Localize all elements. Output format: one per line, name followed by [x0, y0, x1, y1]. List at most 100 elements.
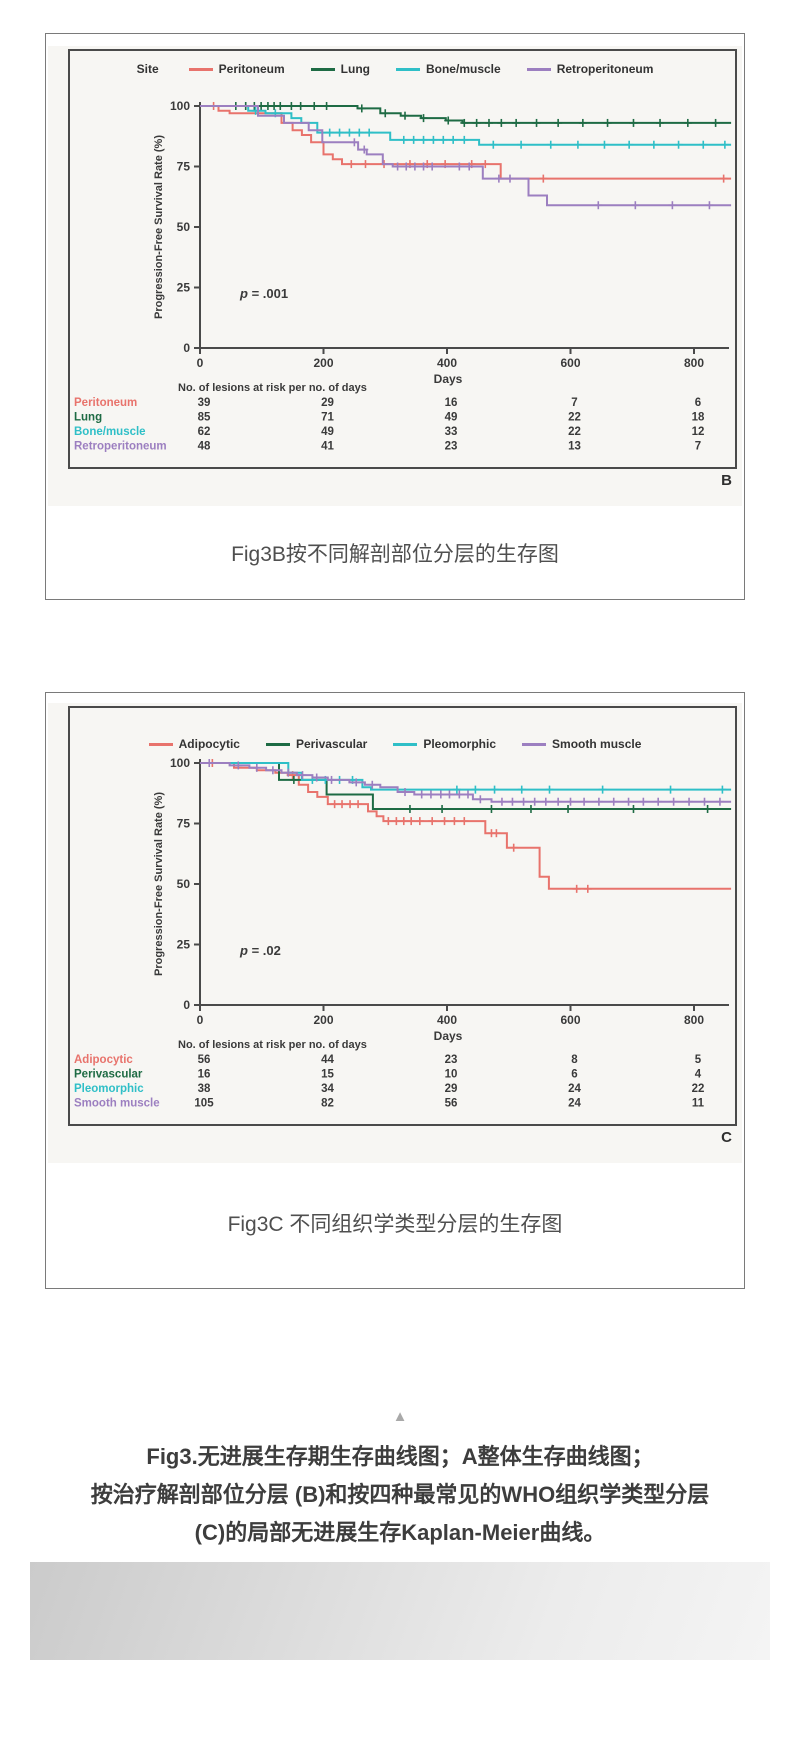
y-tick-label: 75 [177, 817, 191, 831]
collapse-triangle-icon: ▲ [392, 1408, 408, 1425]
y-axis-label: Progression-Free Survival Rate (%) [153, 135, 165, 319]
legend-label: Peritoneum [218, 62, 285, 76]
legend-b: Site Peritoneum Lung Bone/muscle Retroperito… [48, 62, 742, 76]
risk-value: 24 [568, 1098, 581, 1110]
risk-value: 22 [692, 1083, 705, 1095]
risk-value: 6 [695, 397, 701, 409]
kaplan-meier-chart-c: 0 25 50 75 100 0 200 400 600 800 Days Progression-F… [68, 706, 737, 1126]
risk-value: 11 [692, 1098, 705, 1110]
risk-value: 23 [445, 1054, 458, 1066]
legend-entry: Bone/muscle [395, 62, 501, 76]
x-tick-label: 400 [437, 356, 457, 370]
risk-table-header: No. of lesions at risk per no. of days [178, 382, 367, 394]
risk-value: 22 [568, 412, 581, 424]
caption-line-3: (C)的局部无进展生存Kaplan-Meier曲线。 [194, 1520, 606, 1545]
risk-value: 22 [568, 426, 581, 438]
legend-swatch-icon [188, 67, 213, 71]
risk-value: 16 [445, 397, 458, 409]
legend-entry: Retroperitoneum [526, 62, 654, 76]
risk-value: 13 [568, 441, 581, 453]
legend-swatch-icon [148, 742, 173, 746]
risk-value: 71 [321, 412, 334, 424]
risk-value: 33 [445, 426, 458, 438]
y-tick-label: 50 [177, 877, 191, 891]
y-tick-label: 0 [183, 341, 190, 355]
x-tick-label: 600 [560, 356, 580, 370]
risk-value: 105 [194, 1098, 214, 1110]
risk-value: 5 [695, 1054, 702, 1066]
risk-value: 29 [445, 1083, 458, 1095]
risk-value: 10 [445, 1069, 458, 1081]
risk-value: 15 [321, 1069, 334, 1081]
legend-label: Pleomorphic [423, 737, 497, 751]
legend-c: Adipocytic Perivascular Pleomorphic Smooth … [48, 737, 742, 751]
x-axis-label: Days [434, 372, 463, 386]
risk-value: 44 [321, 1054, 334, 1066]
risk-row-label: Adipocytic [74, 1054, 133, 1066]
risk-row-label: Perivascular [74, 1069, 143, 1081]
risk-row-label: Peritoneum [74, 397, 137, 409]
kaplan-meier-chart-b: 0 25 50 75 100 0 200 400 600 800 Days Progression-F… [68, 49, 737, 469]
x-tick-label: 200 [313, 1013, 333, 1027]
figure-c-caption: Fig3C 不同组织学类型分层的生存图 [227, 1213, 563, 1236]
risk-value: 49 [445, 412, 458, 424]
risk-value: 16 [198, 1069, 211, 1081]
caption-line-2: 按治疗解剖部位分层 (B)和按四种最常见的WHO组织学类型分层 [90, 1482, 710, 1507]
risk-value: 7 [695, 441, 701, 453]
risk-value: 29 [321, 397, 334, 409]
y-tick-label: 25 [177, 281, 191, 295]
legend-entry: Lung [310, 62, 370, 76]
series-perivascular [200, 762, 732, 810]
risk-row-label: Smooth muscle [74, 1098, 160, 1110]
legend-label: Perivascular [295, 737, 368, 751]
figure-b-caption: Fig3B按不同解剖部位分层的生存图 [231, 543, 559, 566]
risk-value: 56 [198, 1054, 211, 1066]
risk-value: 48 [198, 441, 211, 453]
legend-swatch-icon [393, 742, 418, 746]
legend-entry: Peritoneum [188, 62, 285, 76]
legend-entry: Smooth muscle [522, 737, 641, 751]
legend-swatch-icon [526, 67, 551, 71]
legend-label: Smooth muscle [552, 737, 642, 751]
x-tick-label: 0 [197, 1013, 204, 1027]
risk-value: 23 [445, 441, 458, 453]
risk-value: 85 [198, 412, 211, 424]
legend-swatch-icon [265, 742, 290, 746]
panel-label-b: B [721, 472, 732, 489]
legend-swatch-icon [310, 67, 335, 71]
risk-row-label: Retroperitoneum [74, 441, 167, 453]
x-tick-label: 200 [313, 356, 333, 370]
x-tick-label: 800 [684, 356, 704, 370]
figure-c-card: 0 25 50 75 100 0 200 400 600 800 Days Progression-F… [45, 692, 745, 1289]
risk-value: 34 [321, 1083, 334, 1095]
risk-value: 38 [198, 1083, 211, 1095]
chart-frame [68, 706, 737, 1126]
x-tick-label: 800 [684, 1013, 704, 1027]
risk-value: 4 [695, 1069, 702, 1081]
legend-label: Retroperitoneum [556, 62, 654, 76]
legend-label: Adipocytic [178, 737, 240, 751]
series-adipocytic [200, 762, 732, 890]
x-tick-label: 400 [437, 1013, 457, 1027]
figure-c-chart-image: 0 25 50 75 100 0 200 400 600 800 Days Progression-F… [48, 703, 742, 1163]
panel-label-c: C [721, 1129, 732, 1146]
y-tick-label: 50 [177, 220, 191, 234]
y-tick-label: 25 [177, 938, 191, 952]
risk-value: 7 [571, 397, 577, 409]
x-tick-label: 600 [560, 1013, 580, 1027]
p-value: p = .02 [239, 943, 281, 958]
risk-value: 12 [692, 426, 705, 438]
risk-value: 39 [198, 397, 211, 409]
legend-title: Site [136, 62, 159, 76]
risk-value: 82 [321, 1098, 334, 1110]
y-tick-label: 100 [170, 756, 190, 770]
risk-value: 6 [571, 1069, 577, 1081]
series-bone-muscle [200, 105, 732, 146]
legend-label: Lung [340, 62, 370, 76]
y-axis-label: Progression-Free Survival Rate (%) [153, 792, 165, 976]
legend-swatch-icon [395, 67, 420, 71]
chart-frame [68, 49, 737, 469]
risk-value: 41 [321, 441, 334, 453]
caption-line-1: Fig3.无进展生存期生存曲线图；A整体生存曲线图； [146, 1444, 654, 1469]
